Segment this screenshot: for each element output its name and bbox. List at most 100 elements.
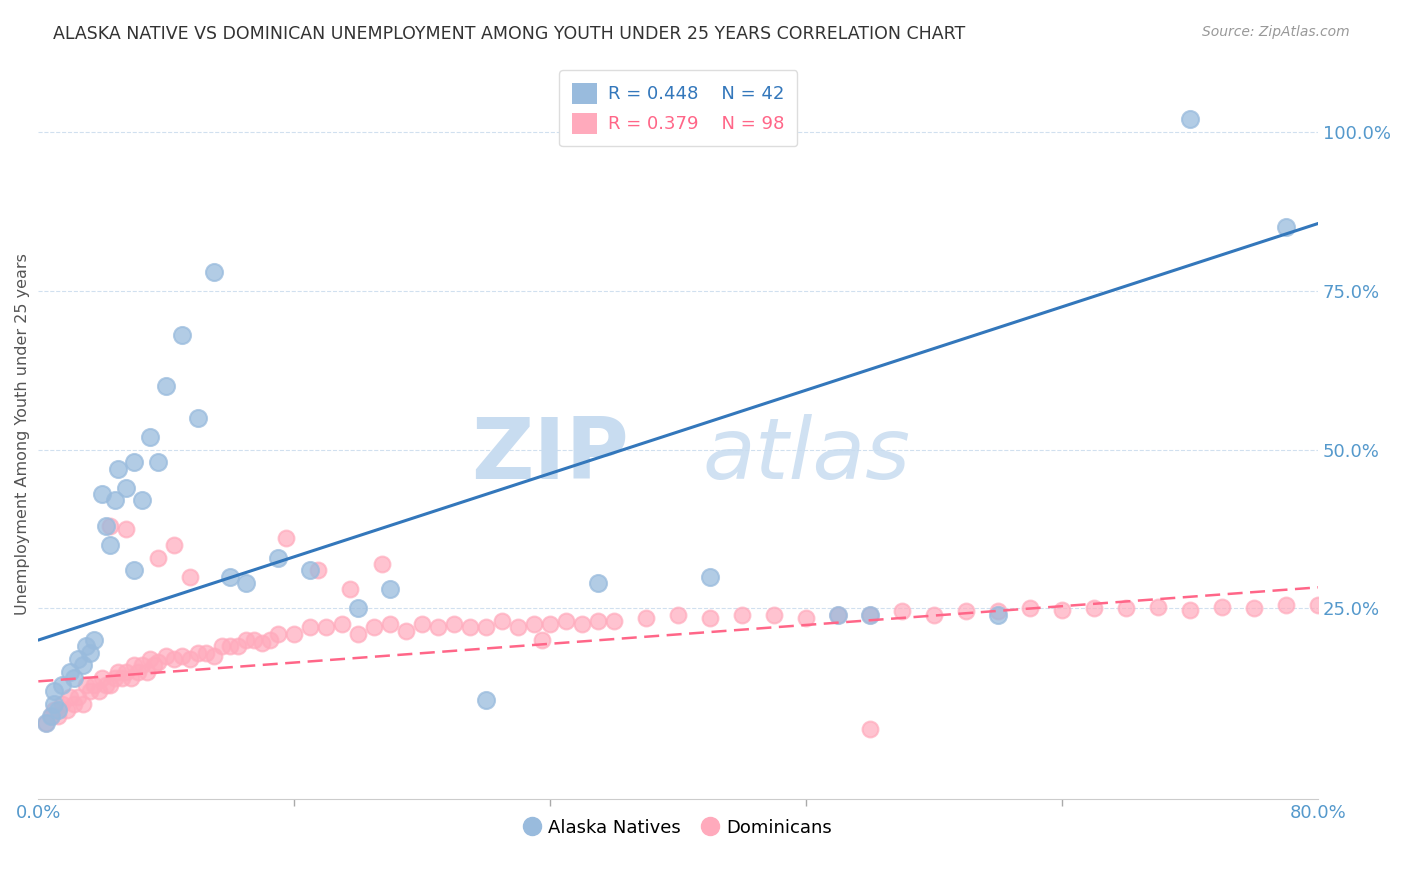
Point <box>1115 601 1137 615</box>
Point <box>347 601 370 615</box>
Point <box>104 493 127 508</box>
Point <box>98 538 121 552</box>
Point <box>523 617 546 632</box>
Point <box>380 617 402 632</box>
Point <box>859 607 882 622</box>
Point <box>163 652 186 666</box>
Point <box>1275 220 1298 235</box>
Point <box>83 633 105 648</box>
Point <box>75 677 97 691</box>
Point <box>315 620 337 634</box>
Point <box>571 617 593 632</box>
Point <box>531 633 554 648</box>
Point <box>259 633 281 648</box>
Point <box>179 652 201 666</box>
Point <box>172 328 194 343</box>
Point <box>120 671 142 685</box>
Point <box>91 671 114 685</box>
Point <box>39 709 62 723</box>
Point <box>98 518 121 533</box>
Point <box>67 690 90 705</box>
Point <box>307 563 329 577</box>
Point <box>1275 598 1298 612</box>
Point <box>51 697 73 711</box>
Point <box>891 605 914 619</box>
Point <box>94 518 117 533</box>
Point <box>1178 112 1201 127</box>
Point <box>1050 602 1073 616</box>
Point <box>859 722 882 736</box>
Point <box>508 620 530 634</box>
Point <box>794 611 817 625</box>
Point <box>491 614 513 628</box>
Point <box>62 697 84 711</box>
Point <box>666 607 689 622</box>
Point <box>172 648 194 663</box>
Point <box>339 582 361 597</box>
Point <box>1083 601 1105 615</box>
Point <box>267 550 290 565</box>
Point <box>179 569 201 583</box>
Point <box>699 611 721 625</box>
Point <box>699 569 721 583</box>
Point <box>1147 600 1170 615</box>
Legend: Alaska Natives, Dominicans: Alaska Natives, Dominicans <box>517 811 839 845</box>
Point <box>235 633 257 648</box>
Point <box>39 709 62 723</box>
Point <box>46 703 69 717</box>
Point <box>763 607 786 622</box>
Point <box>124 658 146 673</box>
Point <box>187 646 209 660</box>
Point <box>44 703 66 717</box>
Point <box>139 652 162 666</box>
Point <box>276 532 298 546</box>
Point <box>363 620 385 634</box>
Point <box>62 671 84 685</box>
Point <box>827 607 849 622</box>
Point <box>131 658 153 673</box>
Point <box>1243 601 1265 615</box>
Point <box>586 614 609 628</box>
Point <box>267 626 290 640</box>
Point <box>538 617 561 632</box>
Point <box>98 677 121 691</box>
Point <box>458 620 481 634</box>
Point <box>59 665 82 679</box>
Point <box>731 607 754 622</box>
Point <box>148 655 170 669</box>
Point <box>380 582 402 597</box>
Point <box>131 493 153 508</box>
Point <box>89 684 111 698</box>
Point <box>987 605 1010 619</box>
Point <box>955 605 977 619</box>
Point <box>219 569 242 583</box>
Point <box>107 461 129 475</box>
Point <box>195 646 218 660</box>
Point <box>115 665 138 679</box>
Point <box>79 684 101 698</box>
Point <box>79 646 101 660</box>
Point <box>148 455 170 469</box>
Point <box>124 563 146 577</box>
Point <box>75 640 97 654</box>
Text: Source: ZipAtlas.com: Source: ZipAtlas.com <box>1202 25 1350 39</box>
Point <box>283 626 305 640</box>
Point <box>202 265 225 279</box>
Point <box>139 430 162 444</box>
Point <box>163 538 186 552</box>
Point <box>155 379 177 393</box>
Point <box>1308 598 1330 612</box>
Point <box>91 487 114 501</box>
Point <box>124 455 146 469</box>
Point <box>211 640 233 654</box>
Point <box>72 697 94 711</box>
Point <box>235 575 257 590</box>
Point <box>219 640 242 654</box>
Point <box>107 665 129 679</box>
Text: ZIP: ZIP <box>471 414 628 497</box>
Text: atlas: atlas <box>702 414 910 497</box>
Point <box>115 522 138 536</box>
Point <box>411 617 433 632</box>
Point <box>475 620 498 634</box>
Point <box>243 633 266 648</box>
